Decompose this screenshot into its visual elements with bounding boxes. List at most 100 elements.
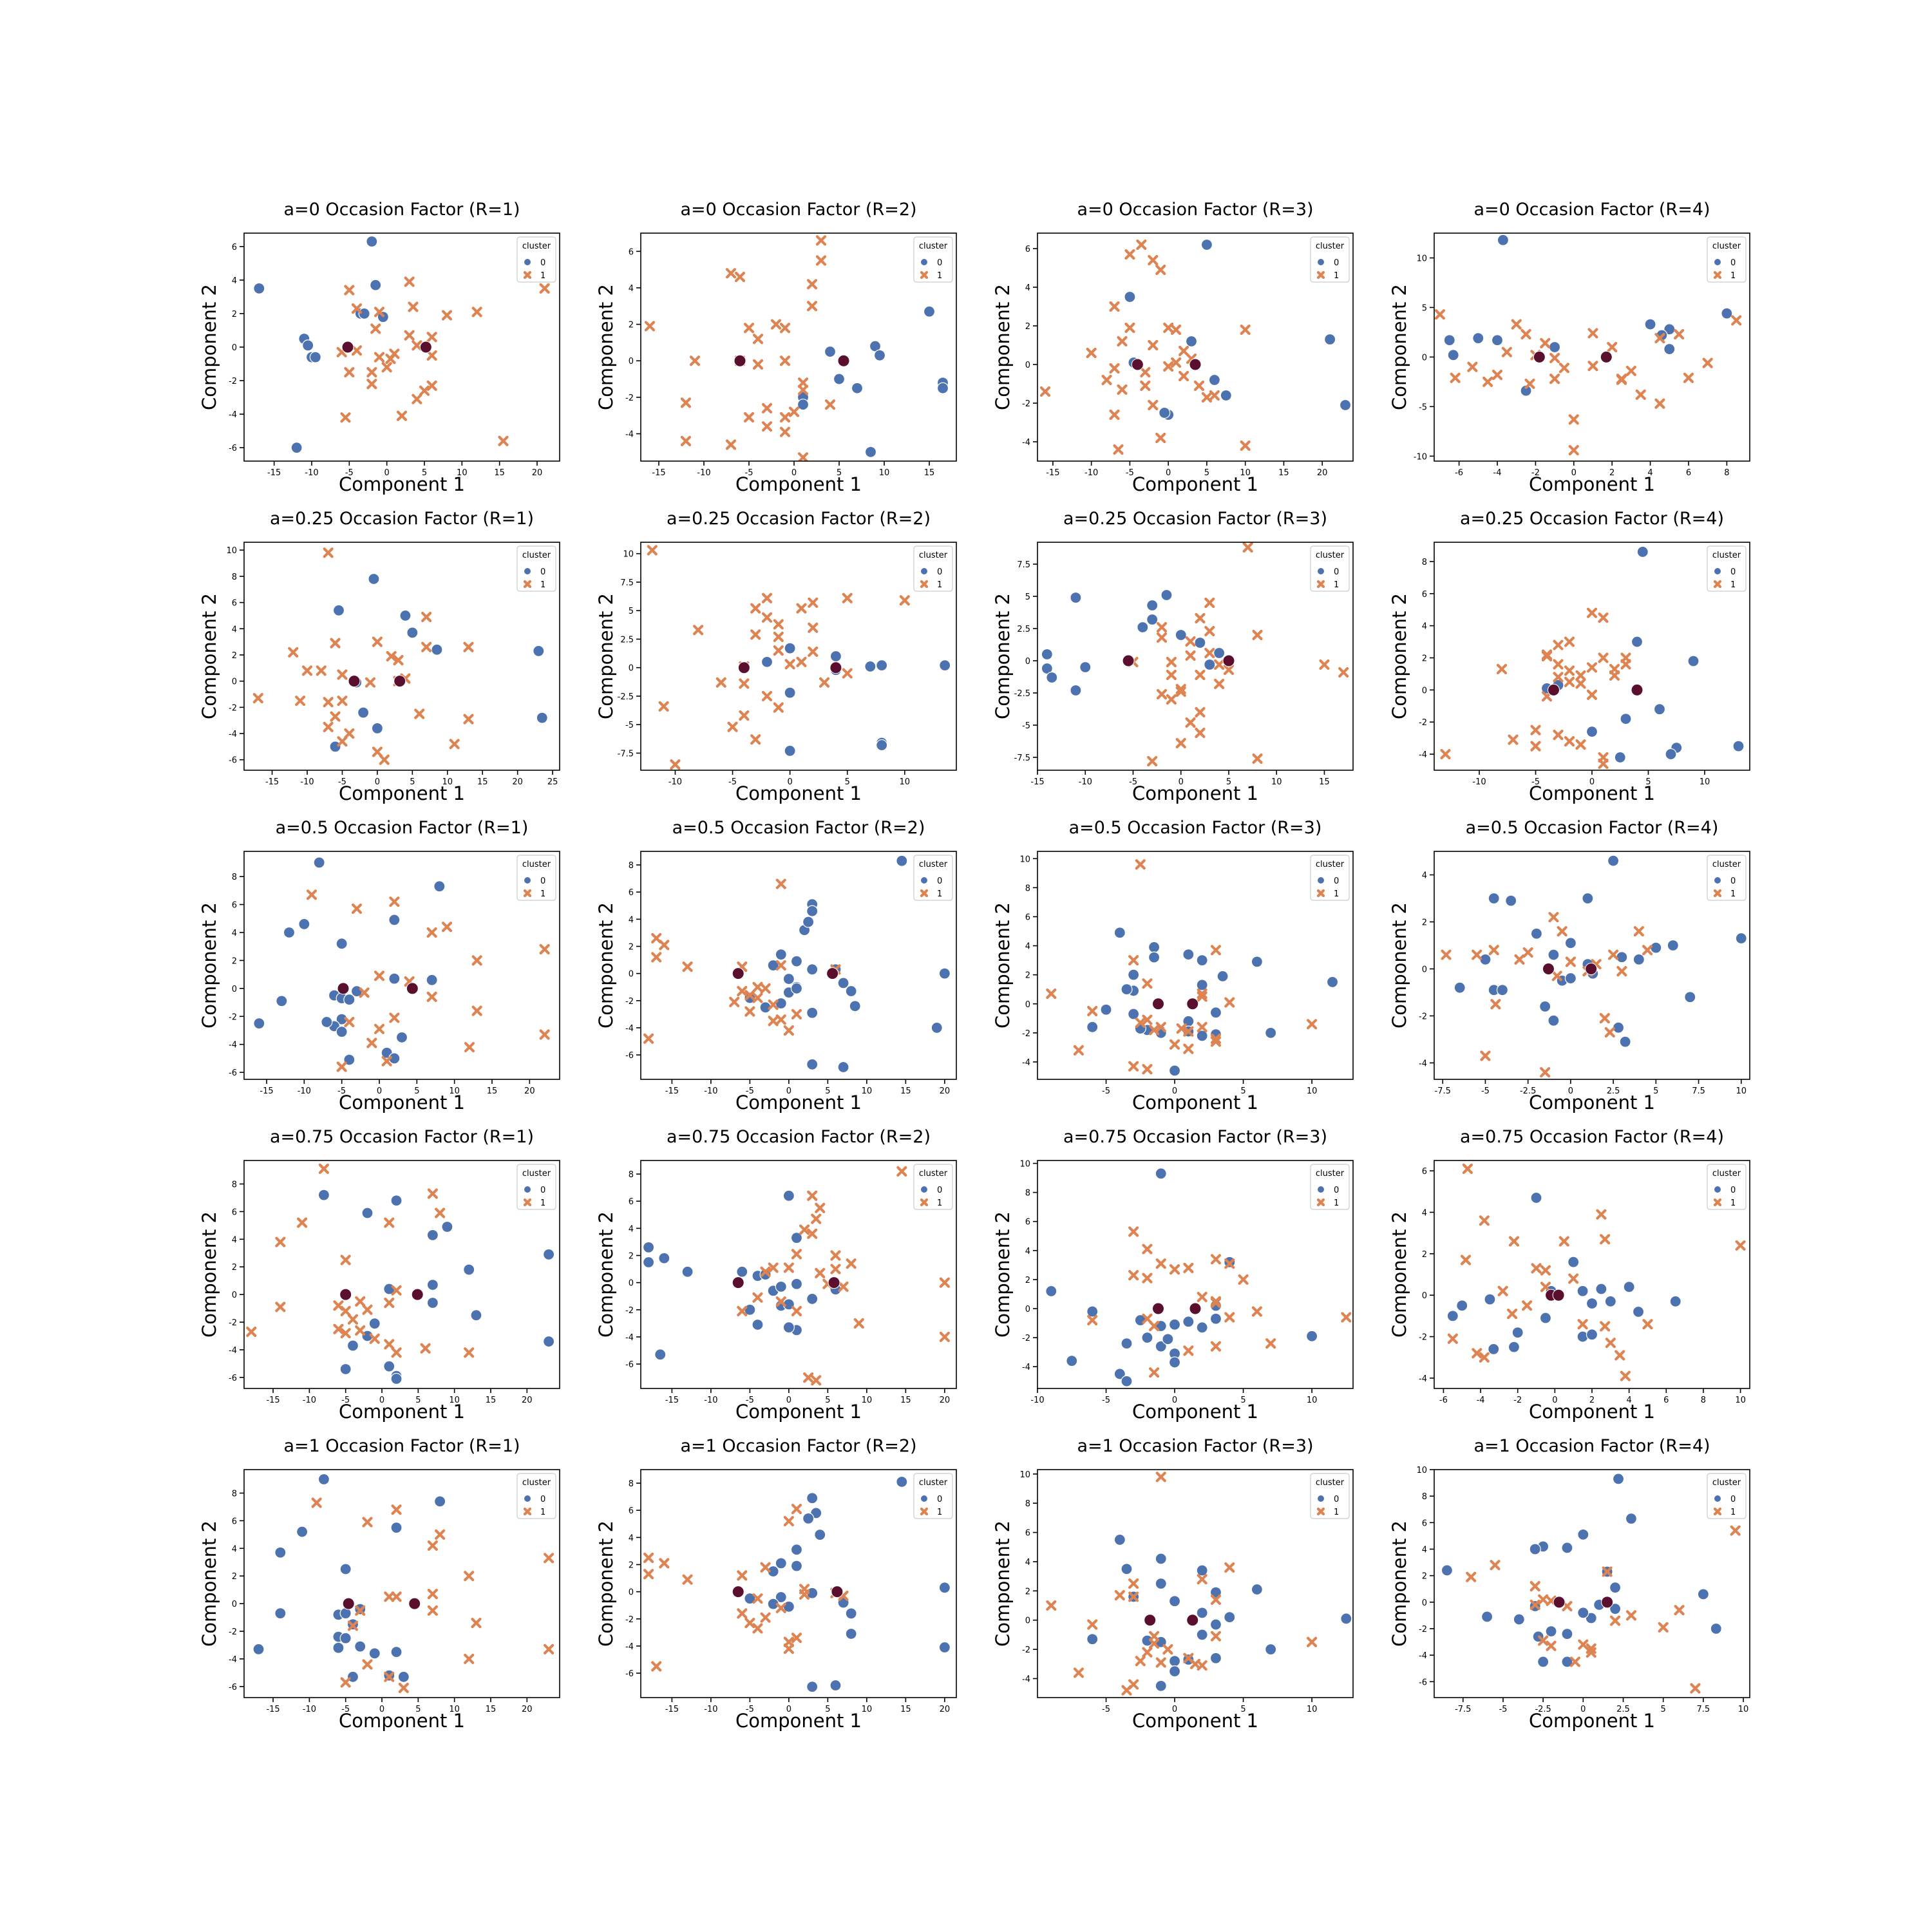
x-mark-stroke	[1553, 639, 1564, 650]
x-tick-label: 7.5	[1697, 1705, 1710, 1714]
cluster-1-point	[775, 1602, 786, 1614]
cluster-1-point	[1128, 1591, 1139, 1602]
y-tick-label: -2	[229, 1627, 237, 1637]
x-mark-stroke	[1506, 1309, 1518, 1320]
centroid-point	[1144, 1614, 1157, 1627]
x-tick-label: -4	[1477, 1396, 1485, 1405]
cluster-0-point	[390, 1522, 402, 1534]
cluster-1-point	[1197, 991, 1208, 1002]
cluster-1-point	[725, 439, 737, 450]
y-tick-label: 0	[1025, 1616, 1030, 1626]
cluster-0-point	[1616, 951, 1628, 963]
cluster-0-point	[426, 1229, 439, 1241]
x-mark-stroke	[783, 1262, 794, 1273]
y-tick-label: -4	[1419, 750, 1427, 760]
cluster-1-point	[1553, 659, 1564, 670]
x-mark-stroke	[1087, 1005, 1098, 1017]
x-mark-stroke	[1482, 376, 1493, 387]
cluster-1-point	[1148, 1638, 1160, 1649]
x-mark-stroke	[1193, 380, 1205, 392]
cluster-0-point	[1324, 333, 1336, 346]
x-mark-stroke	[1490, 999, 1501, 1010]
x-axis-label: Component 1	[1529, 1092, 1655, 1113]
cluster-1-point	[1183, 1026, 1194, 1037]
x-mark-stroke	[1713, 580, 1722, 589]
cluster-1-point	[1564, 665, 1575, 676]
legend-cluster-1-marker	[1713, 1507, 1722, 1516]
cluster-1-point	[1575, 739, 1586, 750]
cluster-0-point	[1146, 613, 1159, 626]
cluster-1-point	[1252, 753, 1263, 764]
centroid-point	[829, 661, 842, 674]
cluster-1-point	[791, 1249, 802, 1260]
x-mark-stroke	[1557, 925, 1567, 937]
x-tick-label: -6	[1455, 468, 1463, 478]
centroid-point	[1151, 1302, 1164, 1315]
legend-box	[516, 855, 556, 901]
cluster-1-point	[807, 1190, 818, 1201]
y-tick-label: 4	[629, 1533, 634, 1543]
x-mark-stroke	[275, 1302, 286, 1312]
x-mark-stroke	[391, 1285, 402, 1296]
legend-cluster-0-marker	[921, 568, 927, 574]
legend-cluster-0-marker	[921, 259, 927, 265]
plot-area	[647, 545, 951, 770]
x-tick-label: -10	[303, 1705, 316, 1714]
cluster-1-point	[1210, 1594, 1222, 1605]
x-mark-stroke	[366, 1037, 377, 1048]
centroid-point	[342, 1597, 355, 1610]
plot-area	[1434, 234, 1742, 456]
cluster-1-point	[1224, 997, 1235, 1008]
x-mark-stroke	[788, 406, 800, 417]
x-tick-label: -15	[1046, 468, 1059, 478]
x-mark-stroke	[725, 268, 737, 279]
cluster-1-point	[1615, 1350, 1625, 1361]
cluster-0-point	[1305, 1330, 1318, 1342]
x-tick-label: -10	[1472, 777, 1486, 787]
legend-cluster-1-marker	[523, 1507, 532, 1516]
y-tick-label: 0	[232, 985, 237, 994]
cluster-0-point	[368, 1647, 381, 1660]
cluster-1-point	[750, 734, 761, 745]
x-mark-stroke	[1114, 1590, 1125, 1601]
y-axis-label: Component 2	[198, 284, 220, 410]
y-tick-label: 8	[1025, 884, 1030, 893]
cluster-1-point	[1156, 621, 1168, 633]
x-tick-label: 0	[1568, 1086, 1573, 1096]
cluster-1-point	[340, 1255, 351, 1265]
cluster-0-point	[366, 235, 378, 248]
cluster-1-point	[355, 1296, 366, 1307]
x-mark-stroke	[737, 1608, 748, 1619]
cluster-0-point	[1669, 1295, 1681, 1307]
x-mark-stroke	[807, 1190, 818, 1201]
x-tick-label: 10	[1738, 1705, 1749, 1714]
legend-box	[913, 855, 953, 901]
cluster-1-point	[815, 1202, 826, 1213]
x-mark-stroke	[1607, 341, 1618, 353]
x-tick-label: 0	[787, 777, 792, 787]
plot-area	[1446, 1163, 1746, 1381]
y-tick-label: 6	[629, 1197, 634, 1207]
x-mark-stroke	[779, 426, 791, 437]
x-mark-stroke	[391, 1591, 402, 1602]
cluster-0-point	[1041, 662, 1053, 675]
x-mark-stroke	[1596, 1209, 1607, 1220]
x-axis-label: Component 1	[1132, 1092, 1258, 1113]
cluster-1-point	[355, 1325, 366, 1336]
cluster-0-point	[332, 604, 345, 616]
cluster-1-point	[1073, 1667, 1084, 1678]
legend-cluster-1-marker	[523, 889, 532, 898]
x-tick-label: 5	[1204, 468, 1209, 478]
cluster-0-point	[1339, 399, 1352, 412]
x-tick-label: 0	[1552, 1396, 1557, 1405]
y-tick-label: 4	[1422, 622, 1427, 632]
legend-title: cluster	[522, 1478, 551, 1488]
x-mark-stroke	[463, 641, 474, 652]
x-mark-stroke	[1522, 947, 1533, 958]
cluster-1-point	[830, 1264, 841, 1274]
x-mark-stroke	[359, 987, 370, 998]
y-tick-label: -2.5	[1014, 689, 1030, 699]
cluster-0-point	[845, 985, 857, 998]
